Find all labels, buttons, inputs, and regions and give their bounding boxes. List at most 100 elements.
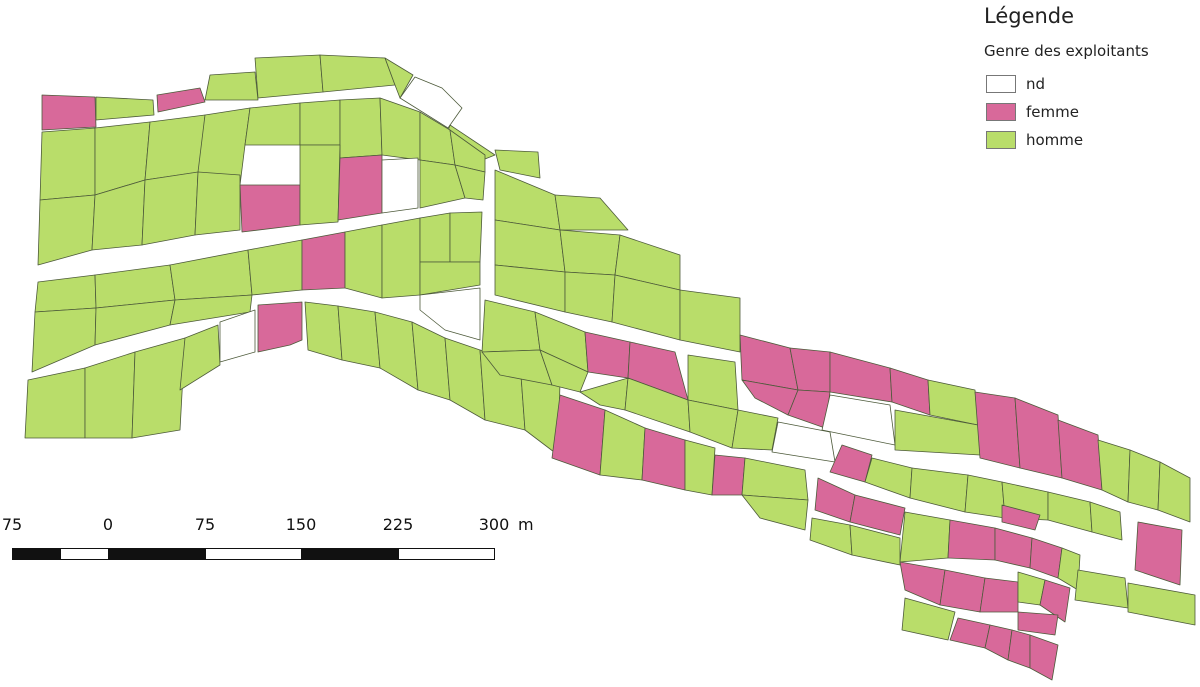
parcel-group-band-c xyxy=(31,211,483,373)
parcel xyxy=(337,154,383,221)
scale-segment xyxy=(108,548,206,560)
parcel xyxy=(1157,461,1191,523)
parcel xyxy=(419,261,481,296)
scale-label: 75 xyxy=(1,515,23,534)
scale-label: 0 xyxy=(102,515,114,534)
parcel xyxy=(1057,419,1103,491)
scale-label: 150 xyxy=(285,515,317,534)
parcel xyxy=(829,351,893,403)
parcel xyxy=(481,299,541,353)
parcel xyxy=(821,394,896,446)
parcel-group-band-f xyxy=(739,334,1191,523)
parcel xyxy=(1007,629,1031,669)
legend-title: Légende xyxy=(984,4,1075,28)
parcel xyxy=(41,94,97,131)
parcel xyxy=(95,96,155,121)
parcel xyxy=(584,331,631,379)
parcel xyxy=(1074,569,1129,609)
parcel xyxy=(809,517,853,556)
parcel xyxy=(411,321,451,401)
parcel xyxy=(239,184,301,233)
parcel xyxy=(1047,491,1093,533)
parcel xyxy=(37,194,96,266)
scale-segment xyxy=(60,548,109,560)
parcel xyxy=(494,149,541,179)
parcel xyxy=(684,439,716,496)
legend-label-nd: nd xyxy=(1026,75,1046,93)
parcel xyxy=(964,474,1006,519)
scale-unit: m xyxy=(518,515,534,534)
parcel xyxy=(419,287,481,341)
scale-segment xyxy=(205,548,302,560)
legend-swatch-homme xyxy=(986,131,1016,149)
parcel xyxy=(984,624,1013,661)
parcel xyxy=(34,274,97,313)
parcel xyxy=(299,99,341,146)
parcel xyxy=(299,144,341,226)
parcel xyxy=(494,169,561,231)
parcel xyxy=(1097,439,1131,503)
parcel xyxy=(1029,634,1059,681)
parcel xyxy=(909,467,969,513)
parcel xyxy=(84,351,136,439)
parcel xyxy=(711,454,746,496)
parcel xyxy=(381,157,419,214)
parcel xyxy=(814,477,856,523)
parcel xyxy=(219,309,256,363)
parcel xyxy=(444,337,486,421)
parcel xyxy=(39,127,96,201)
parcel xyxy=(197,107,251,186)
legend: Légende Genre des exploitants nd femme h… xyxy=(982,4,1192,154)
parcel xyxy=(449,211,483,263)
parcel xyxy=(24,367,86,439)
legend-item-homme: homme xyxy=(982,126,1192,154)
parcel xyxy=(564,271,616,323)
parcel xyxy=(849,494,906,536)
parcel xyxy=(254,54,324,99)
legend-swatch-nd xyxy=(986,75,1016,93)
parcel xyxy=(454,164,486,201)
parcel xyxy=(301,231,346,291)
parcel xyxy=(384,57,414,99)
parcel xyxy=(374,311,419,391)
scale-bar: 75 0 75 150 225 300 m xyxy=(0,515,560,575)
legend-label-homme: homme xyxy=(1026,131,1084,149)
parcel xyxy=(1127,582,1196,626)
legend-subtitle: Genre des exploitants xyxy=(984,42,1149,60)
parcel xyxy=(849,524,901,566)
parcel xyxy=(679,289,741,353)
parcel xyxy=(31,307,97,373)
parcel xyxy=(179,324,221,391)
parcel xyxy=(399,76,463,129)
legend-swatch-femme xyxy=(986,103,1016,121)
parcel xyxy=(947,519,996,561)
parcel xyxy=(319,54,396,93)
parcel xyxy=(889,367,931,416)
parcel xyxy=(551,394,606,476)
parcel xyxy=(741,494,809,531)
parcel-group-band-b xyxy=(37,97,486,266)
scale-segment xyxy=(12,548,61,560)
parcel-group-band-g xyxy=(741,444,1196,681)
parcel xyxy=(1089,501,1123,541)
scale-label: 225 xyxy=(382,515,414,534)
parcel xyxy=(1127,449,1161,511)
parcel xyxy=(131,337,186,439)
parcel xyxy=(554,194,629,231)
parcel xyxy=(741,457,809,501)
parcel xyxy=(974,391,1021,469)
scale-label: 300 xyxy=(478,515,510,534)
parcel xyxy=(381,217,421,299)
parcel xyxy=(194,171,241,236)
parcel xyxy=(1017,611,1059,636)
parcel xyxy=(169,249,253,301)
parcel xyxy=(344,224,383,299)
parcel xyxy=(939,569,986,613)
parcel xyxy=(94,299,176,346)
scale-segment xyxy=(301,548,399,560)
scale-label: 75 xyxy=(194,515,216,534)
parcel xyxy=(379,97,421,161)
parcel xyxy=(1039,579,1071,623)
parcel xyxy=(257,301,303,353)
